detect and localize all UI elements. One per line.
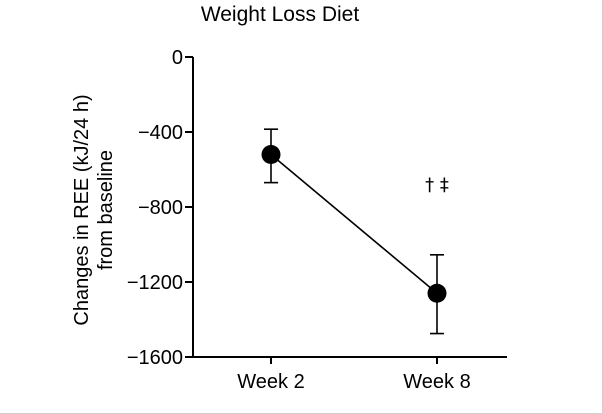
series-line: [270, 153, 438, 294]
axes: 0 −400 −800 −1200 −1600 Week 2 Week 8: [127, 47, 507, 393]
y-tick-label: −1600: [127, 347, 183, 369]
significance-annotation: † ‡: [425, 175, 449, 196]
x-tick-label: Week 8: [403, 371, 470, 393]
y-tick-label: −400: [138, 122, 183, 144]
y-tick-label: −1200: [127, 272, 183, 294]
y-tick-label: −800: [138, 197, 183, 219]
series-marks: † ‡: [261, 128, 449, 335]
chart-title: Weight Loss Diet: [201, 3, 360, 26]
data-point: [261, 145, 281, 164]
y-axis-label-line1: Changes in REE (kJ/24 h): [71, 94, 93, 325]
y-axis-label: Changes in REE (kJ/24 h) from baseline: [71, 94, 117, 325]
x-tick-label: Week 2: [237, 371, 304, 393]
y-tick-label: 0: [172, 47, 183, 69]
data-point: [427, 283, 447, 303]
y-axis-label-line2: from baseline: [95, 150, 117, 270]
